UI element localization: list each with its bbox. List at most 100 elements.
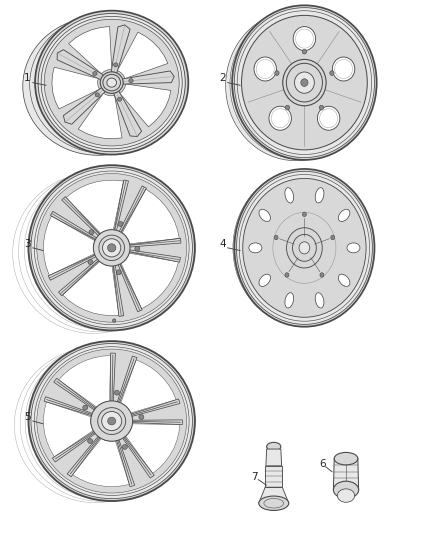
Polygon shape: [333, 458, 359, 490]
Ellipse shape: [226, 11, 366, 160]
Text: 7: 7: [251, 472, 258, 482]
Polygon shape: [78, 93, 122, 139]
Ellipse shape: [114, 390, 120, 395]
Polygon shape: [113, 180, 128, 235]
Ellipse shape: [259, 274, 271, 286]
Polygon shape: [123, 71, 174, 84]
Polygon shape: [265, 466, 283, 487]
Polygon shape: [114, 91, 141, 136]
Text: 5: 5: [24, 412, 31, 422]
Ellipse shape: [274, 235, 278, 240]
Ellipse shape: [102, 411, 122, 431]
Ellipse shape: [338, 274, 350, 286]
Ellipse shape: [347, 243, 360, 253]
Ellipse shape: [93, 230, 130, 266]
Ellipse shape: [301, 79, 308, 86]
Ellipse shape: [337, 489, 355, 502]
Polygon shape: [111, 25, 130, 73]
Polygon shape: [53, 429, 99, 462]
Ellipse shape: [334, 453, 358, 465]
Ellipse shape: [233, 171, 370, 325]
Ellipse shape: [34, 171, 189, 325]
Ellipse shape: [38, 13, 185, 152]
Polygon shape: [120, 433, 154, 478]
Ellipse shape: [320, 273, 324, 277]
Ellipse shape: [95, 93, 99, 97]
Polygon shape: [266, 449, 282, 466]
Ellipse shape: [88, 439, 92, 443]
Ellipse shape: [44, 19, 179, 146]
Polygon shape: [54, 378, 99, 413]
Ellipse shape: [294, 72, 314, 93]
Ellipse shape: [103, 74, 120, 91]
Ellipse shape: [332, 57, 355, 81]
Ellipse shape: [139, 415, 144, 419]
Polygon shape: [64, 87, 105, 124]
Polygon shape: [113, 261, 124, 317]
Polygon shape: [115, 435, 135, 487]
Ellipse shape: [102, 239, 121, 257]
Polygon shape: [59, 256, 102, 296]
Polygon shape: [121, 253, 178, 309]
Ellipse shape: [34, 346, 189, 496]
Ellipse shape: [232, 5, 377, 160]
Ellipse shape: [331, 235, 335, 240]
Ellipse shape: [318, 106, 340, 130]
Ellipse shape: [113, 319, 116, 322]
Polygon shape: [43, 402, 93, 457]
Ellipse shape: [23, 17, 173, 155]
Ellipse shape: [88, 260, 93, 264]
Ellipse shape: [122, 445, 127, 449]
Ellipse shape: [285, 293, 293, 308]
Text: 4: 4: [219, 239, 226, 248]
Polygon shape: [73, 439, 129, 487]
Ellipse shape: [91, 401, 133, 441]
Ellipse shape: [333, 481, 359, 498]
Polygon shape: [63, 262, 119, 316]
Ellipse shape: [98, 408, 126, 434]
Ellipse shape: [107, 78, 117, 87]
Polygon shape: [117, 186, 146, 236]
Ellipse shape: [303, 212, 306, 216]
Polygon shape: [59, 356, 110, 407]
Ellipse shape: [315, 293, 324, 308]
Polygon shape: [57, 50, 103, 79]
Polygon shape: [126, 424, 180, 473]
Polygon shape: [48, 253, 100, 280]
Polygon shape: [259, 487, 289, 503]
Ellipse shape: [286, 228, 322, 268]
Ellipse shape: [293, 235, 316, 261]
Ellipse shape: [302, 50, 307, 54]
Ellipse shape: [299, 242, 310, 254]
Ellipse shape: [135, 246, 140, 251]
Ellipse shape: [35, 11, 188, 155]
Ellipse shape: [319, 106, 324, 110]
Polygon shape: [121, 360, 176, 413]
Ellipse shape: [129, 79, 133, 83]
Polygon shape: [120, 84, 171, 127]
Polygon shape: [52, 67, 99, 109]
Ellipse shape: [41, 17, 182, 149]
Ellipse shape: [275, 71, 279, 75]
Ellipse shape: [116, 270, 121, 275]
Polygon shape: [127, 420, 182, 425]
Ellipse shape: [254, 57, 276, 81]
Ellipse shape: [31, 344, 192, 499]
Ellipse shape: [28, 165, 195, 330]
Text: 3: 3: [24, 239, 31, 248]
Ellipse shape: [99, 235, 124, 261]
Ellipse shape: [113, 63, 118, 67]
Ellipse shape: [237, 11, 371, 155]
Polygon shape: [67, 433, 103, 477]
Ellipse shape: [234, 7, 374, 158]
Ellipse shape: [338, 209, 350, 222]
Polygon shape: [127, 399, 180, 418]
Ellipse shape: [283, 60, 326, 106]
Ellipse shape: [234, 169, 374, 327]
Ellipse shape: [259, 209, 271, 222]
Ellipse shape: [100, 72, 123, 93]
Ellipse shape: [285, 188, 293, 203]
Polygon shape: [43, 216, 95, 276]
Ellipse shape: [269, 106, 291, 130]
Ellipse shape: [285, 273, 289, 277]
